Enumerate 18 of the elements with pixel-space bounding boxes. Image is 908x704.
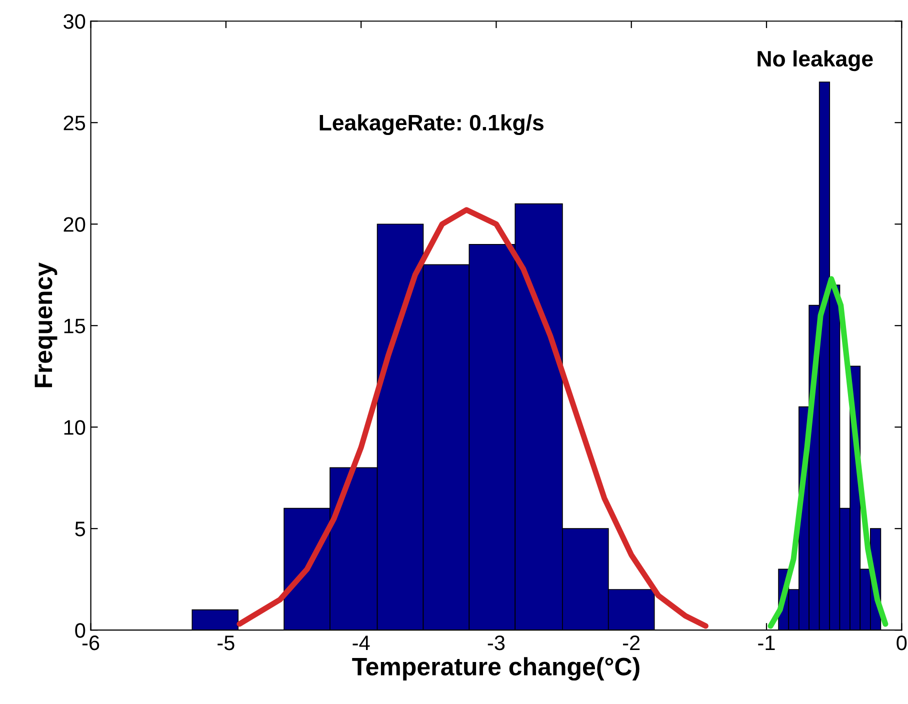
y-axis-title: Frequency	[34, 262, 58, 388]
y-tick-label: 0	[75, 623, 86, 638]
x-tick-label: -2	[623, 635, 640, 650]
y-tick-label: 25	[64, 116, 86, 130]
x-axis-title: Temperature change(°C)	[352, 657, 640, 681]
x-tick-label: -6	[82, 635, 100, 650]
y-tick-label: 30	[64, 14, 86, 29]
x-tick-label: -3	[488, 635, 505, 650]
y-tick-label: 5	[75, 522, 86, 536]
x-tick-label: 0	[896, 635, 907, 650]
x-tick-label: -1	[758, 636, 775, 650]
x-tick-label: -4	[352, 636, 370, 650]
annotation: No leakage	[758, 50, 873, 72]
x-tick-label: -5	[218, 636, 234, 650]
y-tick-label: 20	[64, 217, 86, 232]
y-tick-label: 10	[64, 420, 86, 435]
y-tick-label: 15	[64, 318, 86, 334]
annotation: LeakageRate: 0.1kg/s	[320, 114, 544, 136]
